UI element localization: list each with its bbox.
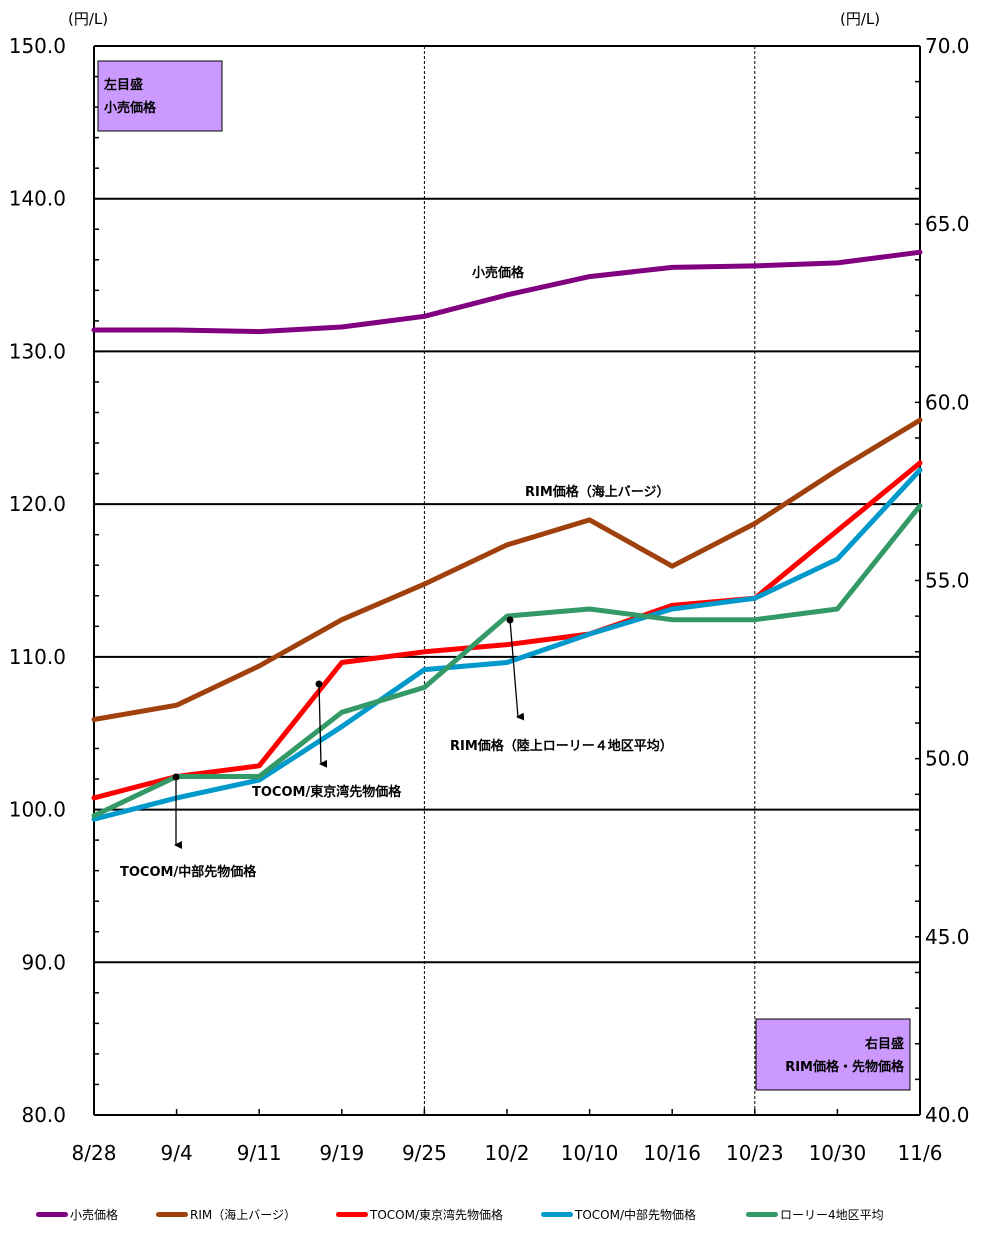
legend-swatch [541, 1212, 573, 1217]
x-tick-label: 10/2 [485, 1141, 530, 1165]
right-scale-box [755, 1018, 911, 1091]
legend: 小売価格 RIM（海上バージ） TOCOM/東京湾先物価格 TOCOM/中部先物価格 ロ… [36, 1206, 936, 1226]
legend-swatch [336, 1212, 368, 1217]
y-tick-label-right: 70.0 [925, 34, 970, 58]
pointer-arrow [318, 683, 328, 768]
x-tick-label: 10/23 [726, 1141, 784, 1165]
y-tick-label-right: 40.0 [925, 1103, 970, 1127]
x-tick-label: 9/4 [161, 1141, 193, 1165]
x-tick-label: 10/10 [561, 1141, 619, 1165]
annotation-tocom-tokyo: TOCOM/東京湾先物価格 [252, 784, 402, 800]
y-unit-right: (円/L) [840, 10, 880, 28]
axes-layer: 80.0 90.0 100.0 110.0 120.0 130.0 140.0 150.0 40… [9, 10, 970, 1165]
x-tick-label: 10/30 [809, 1141, 867, 1165]
y-tick-label-left: 110.0 [9, 645, 66, 669]
y-tick-label-right: 65.0 [925, 212, 970, 236]
price-chart: 80.0 90.0 100.0 110.0 120.0 130.0 140.0 150.0 40… [9, 10, 970, 1165]
y-tick-label-left: 140.0 [9, 187, 66, 211]
series-line [91, 460, 923, 801]
series-line [91, 249, 923, 335]
annotation-retail: 小売価格 [472, 265, 525, 281]
series-line [91, 467, 923, 822]
legend-label: TOCOM/東京湾先物価格 [370, 1208, 503, 1222]
y-tick-label-right: 55.0 [925, 569, 970, 593]
x-tick-label: 11/6 [898, 1141, 943, 1165]
y-tick-label-right: 60.0 [925, 390, 970, 414]
pointer-arrow [509, 619, 525, 721]
annotation-rim-barge: RIM価格（海上バージ） [525, 484, 670, 500]
y-tick-label-right: 45.0 [925, 925, 970, 949]
y-tick-label-left: 100.0 [9, 798, 66, 822]
x-tick-label: 9/19 [319, 1141, 364, 1165]
series-line [91, 503, 923, 819]
legend-swatch [36, 1212, 68, 1217]
y-tick-label-right: 50.0 [925, 747, 970, 771]
y-tick-label-left: 80.0 [21, 1103, 66, 1127]
legend-item: RIM（海上バージ） [156, 1206, 296, 1223]
left-scale-box-label: 小売価格 [104, 100, 157, 116]
legend-swatch [746, 1212, 778, 1217]
legend-swatch [156, 1212, 188, 1217]
x-tick-label: 9/11 [237, 1141, 282, 1165]
y-tick-label-left: 120.0 [9, 492, 66, 516]
legend-label: ローリー4地区平均 [780, 1208, 884, 1222]
y-unit-left: (円/L) [68, 10, 108, 28]
y-tick-label-left: 150.0 [9, 34, 66, 58]
legend-item: TOCOM/中部先物価格 [541, 1206, 696, 1223]
annotation-rim-lorry: RIM価格（陸上ローリー４地区平均） [450, 738, 673, 754]
y-tick-label-left: 90.0 [21, 950, 66, 974]
grid-layer [94, 45, 920, 1116]
x-tick-label: 9/25 [402, 1141, 447, 1165]
legend-label: TOCOM/中部先物価格 [575, 1208, 696, 1222]
x-tick-label: 8/28 [72, 1141, 117, 1165]
legend-item: TOCOM/東京湾先物価格 [336, 1206, 503, 1223]
legend-label: 小売価格 [70, 1208, 119, 1222]
left-scale-box [97, 60, 223, 132]
x-tick-label: 10/16 [643, 1141, 701, 1165]
annotation-layer: 小売価格 RIM価格（海上バージ） RIM価格（陸上ローリー４地区平均） TOCOM/… [120, 265, 673, 880]
legend-item: 小売価格 [36, 1206, 118, 1223]
annotation-tocom-chubu: TOCOM/中部先物価格 [120, 864, 257, 880]
right-scale-box-label: RIM価格・先物価格 [785, 1059, 905, 1075]
y-tick-label-left: 130.0 [9, 339, 66, 363]
left-scale-box-title: 左目盛 [104, 77, 143, 93]
legend-item: ローリー4地区平均 [746, 1206, 884, 1223]
series-line [91, 417, 923, 722]
right-scale-box-title: 右目盛 [864, 1036, 904, 1052]
legend-label: RIM（海上バージ） [190, 1208, 296, 1222]
series-layer [91, 249, 923, 822]
